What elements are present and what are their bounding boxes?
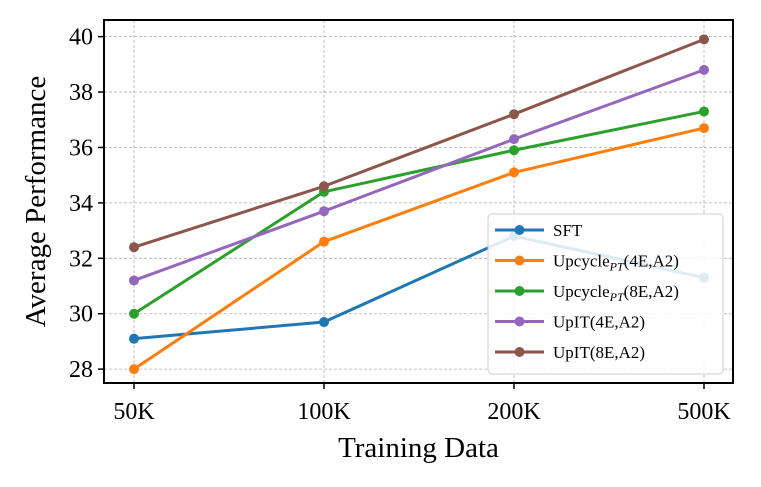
y-tick-label: 34 — [69, 191, 93, 217]
data-point — [129, 275, 139, 286]
plot-frame — [103, 19, 734, 384]
data-point — [699, 123, 709, 134]
plot-series — [129, 34, 709, 375]
data-point — [509, 134, 519, 145]
legend-marker — [514, 316, 525, 327]
legend-label: UpIT(8E,A2) — [553, 343, 645, 362]
data-point — [319, 317, 329, 328]
x-tick-label: 200K — [487, 399, 541, 425]
legend-marker — [514, 225, 525, 235]
data-point — [509, 167, 519, 178]
y-tick-label: 38 — [69, 80, 93, 106]
data-point — [129, 364, 139, 375]
y-tick-label: 40 — [69, 25, 93, 51]
x-tick-label: 500K — [677, 399, 731, 425]
data-point — [319, 181, 329, 192]
legend-box — [487, 213, 724, 375]
series-5 — [129, 34, 709, 253]
data-point — [699, 34, 709, 45]
data-point — [129, 333, 139, 344]
series-line — [133, 109, 705, 315]
x-tick-label: 100K — [297, 399, 351, 425]
data-point — [699, 64, 709, 75]
series-line — [133, 126, 705, 371]
legend-label: SFT — [553, 221, 583, 240]
data-point — [319, 236, 329, 247]
axis-ticks: 50K 100K 200K 500K 28 30 32 34 36 38 40 — [69, 25, 731, 425]
data-point — [509, 145, 519, 156]
series-2 — [129, 123, 709, 375]
legend-label: UpcyclePT(8E,A2) — [553, 282, 679, 304]
legend-marker — [514, 347, 525, 357]
data-point — [129, 308, 139, 319]
y-tick-label: 30 — [69, 302, 93, 328]
legend: SFT UpcyclePT(4E,A2) UpcyclePT(8E,A2) UpIT(… — [487, 213, 724, 375]
data-point — [699, 106, 709, 117]
data-point — [509, 109, 519, 120]
x-tick-label: 50K — [113, 399, 155, 425]
series-4 — [129, 64, 709, 286]
legend-label: UpIT(4E,A2) — [553, 313, 645, 332]
legend-label: UpcyclePT(4E,A2) — [553, 252, 679, 274]
series-line — [133, 38, 705, 249]
y-tick-label: 36 — [69, 135, 93, 161]
y-tick-label: 28 — [69, 357, 93, 383]
y-tick-label: 32 — [69, 246, 93, 272]
data-point — [129, 242, 139, 253]
legend-marker — [514, 286, 525, 296]
x-axis-title: Training Data — [338, 432, 499, 464]
data-point — [319, 206, 329, 217]
series-line — [133, 68, 705, 282]
legend-marker — [514, 255, 525, 266]
y-axis-title: Average Performance — [20, 76, 52, 327]
